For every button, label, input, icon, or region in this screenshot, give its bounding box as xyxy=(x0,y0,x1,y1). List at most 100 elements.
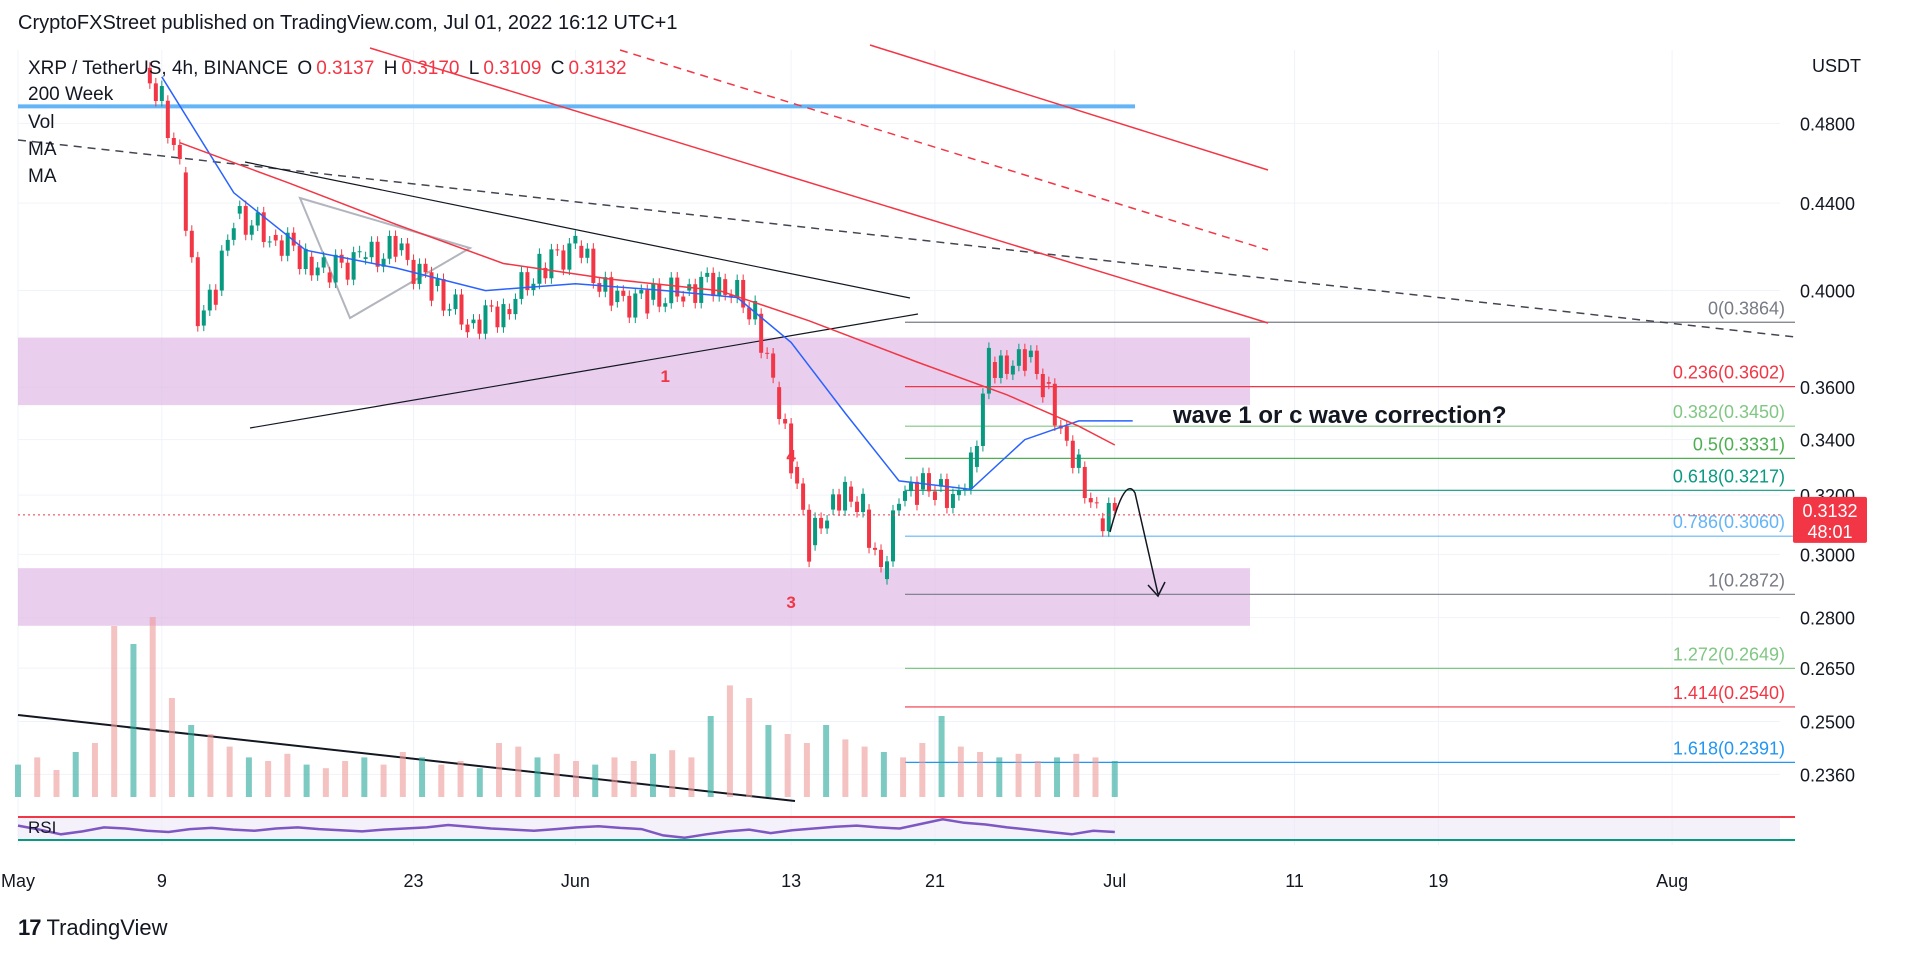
candle-body xyxy=(998,355,1003,378)
candle-body xyxy=(345,262,350,280)
volume-bar xyxy=(15,764,21,797)
legend-close-label: C xyxy=(550,58,565,79)
candle-body xyxy=(1064,426,1069,441)
candle-body xyxy=(1052,383,1057,426)
volume-bar xyxy=(534,757,541,797)
volume-bar xyxy=(1034,761,1041,797)
candle-body xyxy=(867,509,872,548)
candle-body xyxy=(225,239,230,251)
candle-body xyxy=(879,549,884,568)
candle-body xyxy=(873,547,878,550)
zone-box xyxy=(18,568,1250,626)
candle-body xyxy=(699,276,704,303)
candle-body xyxy=(453,294,458,310)
zone-box xyxy=(18,337,1250,406)
candle-body xyxy=(627,295,632,318)
projection-arrow xyxy=(1109,487,1159,595)
candle-body xyxy=(831,494,836,510)
volume-bar xyxy=(53,770,60,797)
candle-body xyxy=(801,483,806,510)
candle-body xyxy=(471,319,476,324)
y-tick-label: 0.2650 xyxy=(1800,659,1855,679)
candle-body xyxy=(513,298,518,315)
volume-bar xyxy=(438,764,445,797)
candle-body xyxy=(1106,502,1111,532)
candle-body xyxy=(1076,454,1081,468)
volume-bar xyxy=(611,757,618,797)
candle-body xyxy=(1100,518,1105,532)
candle-body xyxy=(153,83,158,102)
candle-body xyxy=(956,490,961,496)
candle-body xyxy=(1112,502,1117,511)
candle-body xyxy=(525,272,530,291)
volume-bar xyxy=(938,716,945,797)
candle-body xyxy=(429,272,434,301)
volume-bar xyxy=(457,761,464,797)
volume-bar xyxy=(880,752,887,797)
candle-body xyxy=(147,67,152,84)
volume-bar xyxy=(842,739,849,797)
candle-body xyxy=(837,494,842,511)
candle-body xyxy=(273,234,278,241)
legend-high: 0.3170 xyxy=(401,58,460,79)
candle-body xyxy=(920,473,925,490)
candle-body xyxy=(597,283,602,292)
wave-label: 3 xyxy=(786,593,795,612)
fib-label: 0.382(0.3450) xyxy=(1673,402,1785,422)
candle-body xyxy=(555,249,560,251)
volume-bar xyxy=(1092,757,1099,797)
candle-body xyxy=(1046,382,1051,384)
legend-indicator-volume[interactable]: Vol xyxy=(28,112,55,133)
x-tick-label: May xyxy=(1,871,35,891)
candle-body xyxy=(609,277,614,306)
candle-body xyxy=(321,257,326,268)
volume-bar xyxy=(322,768,329,797)
legend-indicator-200-week[interactable]: 200 Week xyxy=(28,84,114,105)
volume-bar xyxy=(726,685,733,797)
volume-bar xyxy=(419,757,426,797)
y-tick-label: 0.2360 xyxy=(1800,765,1855,785)
candle-body xyxy=(735,279,740,298)
candle-body xyxy=(375,241,380,267)
wave-label: 4 xyxy=(786,446,796,465)
volume-bar xyxy=(380,764,387,797)
volume-bar xyxy=(496,743,503,797)
volume-bar xyxy=(630,761,637,797)
rsi-label[interactable]: RSI xyxy=(28,818,57,837)
fib-label: 0.236(0.3602) xyxy=(1673,363,1785,383)
volume-bar xyxy=(1015,753,1022,797)
candle-body xyxy=(747,307,752,320)
x-tick-label: 9 xyxy=(157,871,167,891)
volume-bars xyxy=(15,617,1118,797)
tradingview-footer: 17 TradingView xyxy=(18,915,168,941)
ma-fast-line xyxy=(161,76,1133,491)
candle-body xyxy=(645,289,650,314)
y-axis-unit: USDT xyxy=(1812,56,1861,76)
candle-body xyxy=(992,362,997,378)
candle-body xyxy=(891,510,896,562)
legend-indicator-ma-1[interactable]: MA xyxy=(28,139,57,160)
candle-body xyxy=(447,309,452,311)
y-tick-label: 0.3600 xyxy=(1800,378,1855,398)
price-chart[interactable]: 0(0.3864) 0.236(0.3602) 0.382(0.3450) 0.5(0… xyxy=(0,40,1910,900)
candle-body xyxy=(255,212,260,226)
candle-body xyxy=(285,232,290,256)
volume-bar xyxy=(188,725,195,797)
candle-body xyxy=(753,300,758,320)
volume-bar xyxy=(746,698,753,797)
candle-body xyxy=(974,445,979,467)
candle-body xyxy=(183,172,188,231)
x-tick-label: Jul xyxy=(1103,871,1126,891)
candle-body xyxy=(165,100,170,139)
x-tick-label: 23 xyxy=(404,871,424,891)
legend-indicator-ma-2[interactable]: MA xyxy=(28,166,57,187)
fib-label: 1.414(0.2540) xyxy=(1673,683,1785,703)
volume-bar xyxy=(111,626,118,797)
volume-bar xyxy=(72,752,79,797)
x-tick-label: 11 xyxy=(1285,871,1304,891)
candle-body xyxy=(849,486,854,502)
volume-bar xyxy=(823,725,830,797)
volume-bar xyxy=(515,746,522,797)
candle-body xyxy=(309,256,314,276)
volume-bar xyxy=(707,716,714,797)
